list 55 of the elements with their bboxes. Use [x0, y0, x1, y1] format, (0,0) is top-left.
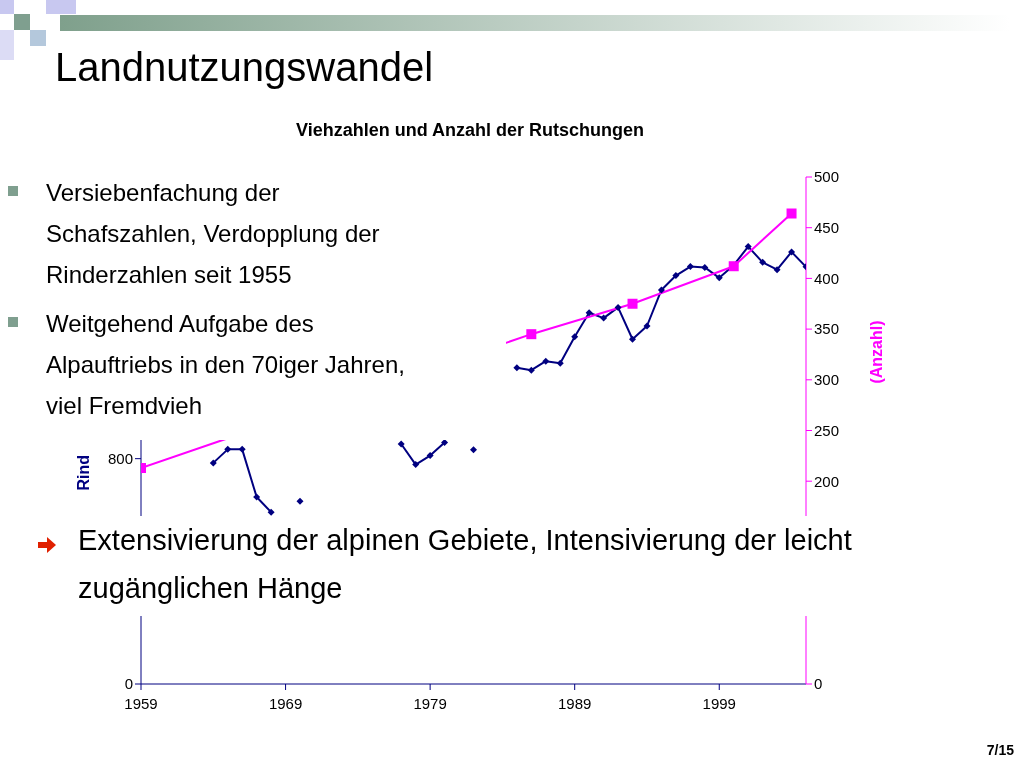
point [556, 359, 564, 367]
point [542, 357, 550, 365]
point [296, 497, 304, 505]
y2-tick-label: 200 [814, 472, 840, 490]
annotation: Weitgehend Aufgabe des Alpauftriebs in den 70iger Jahren, viel Fremdvieh [46, 309, 406, 421]
x-tick-label: 1979 [413, 694, 447, 712]
point [238, 445, 246, 453]
x-tick-label: 1969 [268, 694, 303, 712]
y2-tick-label: 0 [814, 675, 823, 693]
point [441, 439, 449, 447]
annotation: Extensivierung der alpinen Gebiete, Intensivierung der leicht zugänglichen Hänge [78, 523, 853, 606]
y2-tick-label: 300 [814, 371, 840, 389]
point [744, 243, 752, 251]
text: 7/15 [986, 742, 1014, 758]
y-axis-title: Rind [74, 454, 92, 491]
y2-tick-label: 400 [814, 269, 840, 287]
point [629, 335, 637, 343]
point [759, 258, 767, 266]
point [701, 263, 709, 271]
point [773, 266, 781, 274]
y2-axis-title: (Anzahl) [867, 320, 885, 384]
point [643, 322, 651, 330]
point [571, 333, 579, 341]
y2-tick-label: 450 [814, 219, 840, 237]
point [715, 274, 723, 282]
point [470, 446, 477, 454]
point [672, 272, 680, 280]
point [788, 248, 796, 256]
point [786, 208, 797, 219]
point [397, 440, 405, 448]
annotation: Versiebenfachung der Schafszahlen, Verdopplung der Rinderzahlen seit 1955 [46, 178, 381, 290]
x-tick-label: 1959 [124, 694, 158, 712]
point [627, 298, 638, 309]
x-tick-label: 1989 [558, 694, 592, 712]
y2-tick-label: 250 [814, 421, 840, 439]
point [657, 286, 665, 294]
point [209, 459, 217, 467]
x-tick-label: 1999 [702, 694, 736, 712]
point [614, 303, 622, 311]
point [600, 314, 608, 322]
point [426, 452, 434, 460]
y-tick-label: 800 [107, 449, 133, 467]
point [224, 445, 232, 453]
point [412, 461, 420, 469]
point [585, 309, 593, 317]
y2-tick-label: 500 [814, 168, 840, 186]
chart-subtitle: Viehzahlen und Anzahl der Rutschungen [295, 120, 645, 141]
point [686, 263, 694, 271]
point [513, 364, 521, 372]
point [253, 493, 261, 501]
point [526, 329, 537, 340]
chart-title: Landnutzungswandel [55, 45, 434, 90]
point [267, 508, 275, 516]
y2-tick-label: 350 [814, 320, 840, 338]
point [527, 366, 535, 374]
